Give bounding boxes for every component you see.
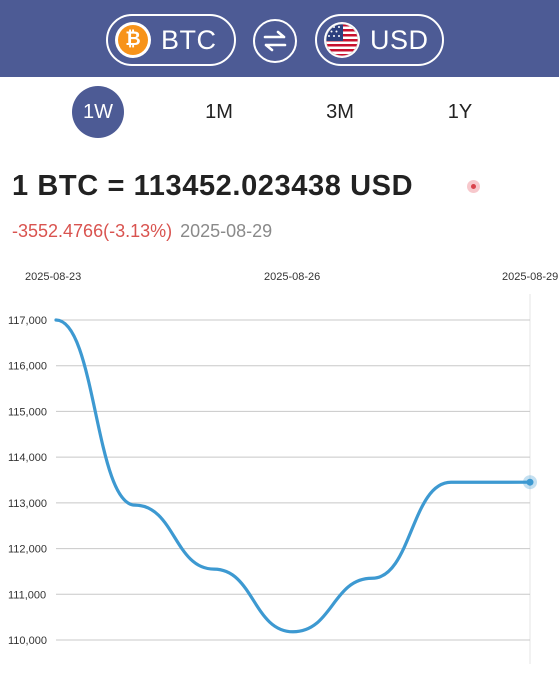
y-tick-label: 112,000 <box>8 544 47 556</box>
currency-header: ₿ BTC <box>0 0 559 77</box>
swap-currencies-button[interactable] <box>253 19 297 63</box>
y-tick-label: 115,000 <box>8 406 47 418</box>
y-tick-label: 114,000 <box>8 452 47 464</box>
to-currency-selector[interactable]: USD <box>315 14 444 66</box>
tab-1w[interactable]: 1W <box>72 86 124 138</box>
time-range-tabs: 1W 1M 3M 1Y <box>0 86 559 138</box>
y-tick-label: 111,000 <box>8 589 46 601</box>
data-point <box>450 481 452 483</box>
x-tick-label: 2025-08-23 <box>25 271 81 283</box>
price-series-line <box>54 318 532 634</box>
rate-date: 2025-08-29 <box>180 221 273 241</box>
rate-change-row: -3552.4766(-3.13%) 2025-08-29 <box>12 221 272 242</box>
last-data-point <box>526 478 534 486</box>
rate-change-value: -3552.4766(-3.13%) <box>12 221 173 241</box>
tab-1y[interactable]: 1Y <box>447 100 473 123</box>
data-point <box>213 568 215 570</box>
us-flag-icon <box>324 22 360 58</box>
x-tick-label: 2025-08-29 <box>502 271 558 283</box>
tab-3m[interactable]: 3M <box>326 100 354 123</box>
data-point <box>371 577 373 579</box>
data-point <box>55 319 57 321</box>
from-currency-selector[interactable]: ₿ BTC <box>106 14 236 66</box>
live-indicator-icon <box>467 180 480 193</box>
to-currency-code: USD <box>370 24 429 55</box>
x-tick-label: 2025-08-26 <box>264 271 320 283</box>
data-point <box>292 631 294 633</box>
bitcoin-icon: ₿ <box>115 22 151 58</box>
y-tick-label: 116,000 <box>8 361 47 373</box>
tab-1m[interactable]: 1M <box>205 100 233 123</box>
exchange-rate-value: 1 BTC = 113452.023438 USD <box>12 170 414 202</box>
price-chart[interactable]: 117,000 116,000 115,000 114,000 113,000 112,0… <box>0 262 559 672</box>
y-tick-label: 113,000 <box>8 498 47 510</box>
data-point <box>134 504 136 506</box>
swap-arrows-icon <box>263 30 287 52</box>
y-tick-label: 117,000 <box>8 315 47 327</box>
y-tick-label: 110,000 <box>8 635 47 647</box>
from-currency-code: BTC <box>161 24 217 55</box>
